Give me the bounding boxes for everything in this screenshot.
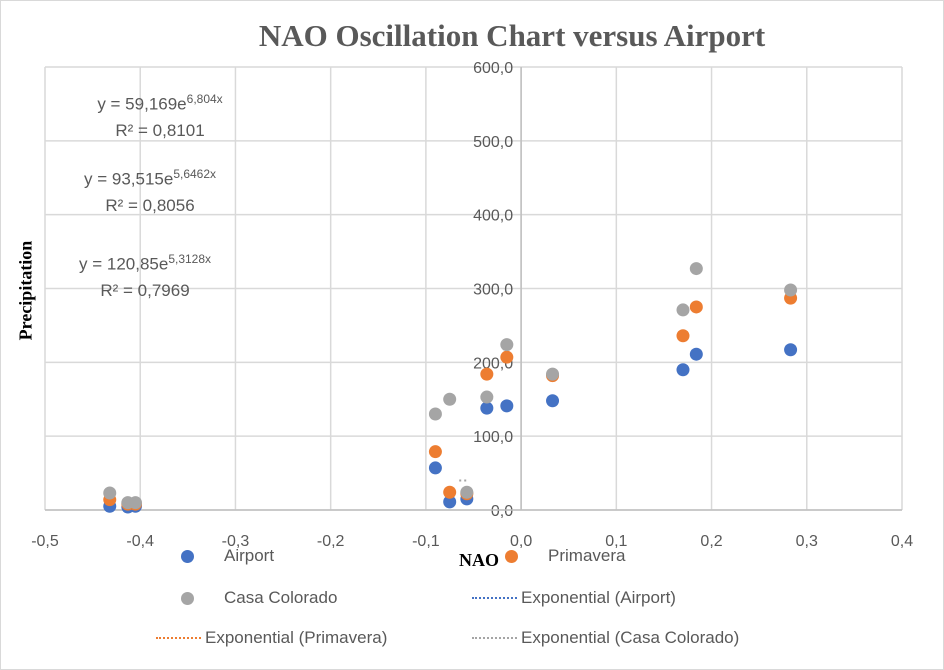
data-point-casa-colorado: [480, 390, 494, 404]
legend-item-primavera[interactable]: Primavera: [505, 546, 625, 566]
legend-item-airport[interactable]: Airport: [181, 546, 274, 566]
legend-label: Airport: [224, 546, 275, 565]
data-point-primavera: [689, 300, 703, 314]
legend-item-exp-airport[interactable]: Exponential (Airport): [472, 588, 676, 608]
y-tick-label: 0,0: [491, 503, 513, 520]
x-axis-label: NAO: [459, 550, 499, 570]
dotted-line-icon: [156, 637, 201, 639]
trendline-equation-airport: y = 59,169e6,804x R² = 0,8101: [60, 86, 260, 144]
legend-label: Primavera: [548, 546, 626, 565]
data-point-casa-colorado: [676, 303, 690, 317]
data-point-airport: [689, 347, 703, 361]
x-tick-label: -0,3: [222, 533, 250, 550]
data-point-primavera: [480, 367, 494, 381]
x-tick-label: -0,2: [317, 533, 345, 550]
legend-label: Exponential (Airport): [521, 588, 676, 607]
y-tick-label: 300,0: [473, 282, 513, 299]
y-tick-label: 600,0: [473, 60, 513, 77]
data-point-airport: [480, 401, 494, 415]
dotted-line-icon: [472, 637, 517, 639]
equation-exponent: 5,6462x: [173, 167, 217, 181]
dotted-line-icon: [472, 597, 517, 599]
trendline-equation-casa-colorado: y = 120,85e5,3128x R² = 0,7969: [45, 246, 245, 304]
data-point-airport: [443, 495, 457, 509]
data-point-casa-colorado: [546, 367, 560, 381]
data-point-casa-colorado: [460, 485, 474, 499]
x-tick-label: 0,0: [510, 533, 532, 550]
data-point-airport: [784, 343, 798, 357]
data-point-casa-colorado: [103, 486, 117, 500]
r-squared: R² = 0,7969: [100, 280, 190, 300]
data-point-casa-colorado: [428, 407, 442, 421]
equation-exponent: 6,804x: [186, 92, 223, 106]
y-tick-label: 100,0: [473, 429, 513, 446]
y-tick-label: 400,0: [473, 208, 513, 225]
legend-item-exp-primavera[interactable]: Exponential (Primavera): [156, 628, 387, 648]
y-axis-label: Precipitation: [15, 240, 36, 341]
data-point-casa-colorado: [128, 496, 142, 510]
r-squared: R² = 0,8101: [115, 120, 205, 140]
x-tick-label: 0,2: [700, 533, 722, 550]
data-point-airport: [428, 461, 442, 475]
equation-text: y = 120,85e: [78, 254, 169, 274]
x-tick-label: -0,1: [412, 533, 440, 550]
y-tick-label: 500,0: [473, 134, 513, 151]
equation-exponent: 5,3128x: [168, 252, 212, 266]
x-tick-label: 0,4: [891, 533, 913, 550]
legend-label: Casa Colorado: [224, 588, 338, 607]
legend-item-casa-colorado[interactable]: Casa Colorado: [181, 588, 337, 608]
data-point-casa-colorado: [784, 283, 798, 297]
chart-title: NAO Oscillation Chart versus Airport: [258, 18, 766, 53]
circle-marker-icon: [181, 591, 194, 605]
x-tick-label: -0,4: [126, 533, 154, 550]
data-point-casa-colorado: [443, 392, 457, 406]
circle-marker-icon: [181, 549, 194, 563]
data-point-airport: [546, 394, 560, 408]
data-point-casa-colorado: [689, 262, 703, 276]
data-point-airport: [676, 363, 690, 377]
data-point-primavera: [676, 329, 690, 343]
data-point-primavera: [443, 485, 457, 499]
x-tick-label: -0,5: [31, 533, 59, 550]
x-tick-label: 0,1: [605, 533, 627, 550]
circle-marker-icon: [505, 549, 518, 563]
legend-label: Exponential (Casa Colorado): [521, 628, 740, 647]
legend-item-exp-casa-colorado[interactable]: Exponential (Casa Colorado): [472, 628, 739, 648]
equation-text: y = 59,169e: [97, 94, 187, 114]
trendline-equation-primavera: y = 93,515e5,6462x R² = 0,8056: [50, 161, 250, 219]
data-point-casa-colorado: [500, 338, 514, 352]
data-point-primavera: [500, 350, 514, 364]
equation-text: y = 93,515e: [83, 169, 174, 189]
r-squared: R² = 0,8056: [105, 195, 195, 215]
legend-label: Exponential (Primavera): [205, 628, 388, 647]
data-point-airport: [500, 399, 514, 413]
x-tick-label: 0,3: [796, 533, 818, 550]
data-point-primavera: [428, 445, 442, 459]
